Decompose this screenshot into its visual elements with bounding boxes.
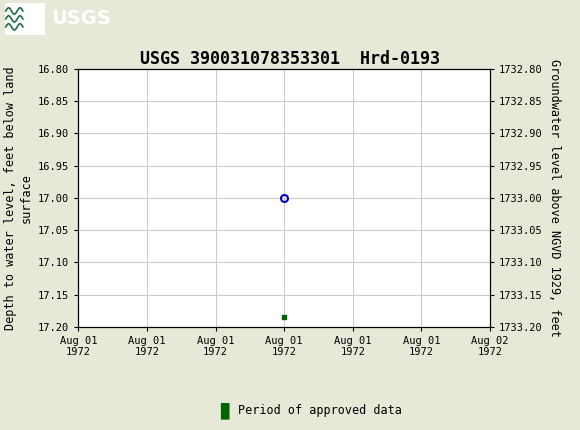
Text: USGS: USGS <box>51 9 111 28</box>
Y-axis label: Depth to water level, feet below land
surface: Depth to water level, feet below land su… <box>5 66 32 330</box>
Y-axis label: Groundwater level above NGVD 1929, feet: Groundwater level above NGVD 1929, feet <box>549 59 561 337</box>
Text: Period of approved data: Period of approved data <box>238 404 402 417</box>
Bar <box>5 3 45 35</box>
Text: █: █ <box>220 402 229 419</box>
Text: USGS 390031078353301  Hrd-0193: USGS 390031078353301 Hrd-0193 <box>140 50 440 68</box>
